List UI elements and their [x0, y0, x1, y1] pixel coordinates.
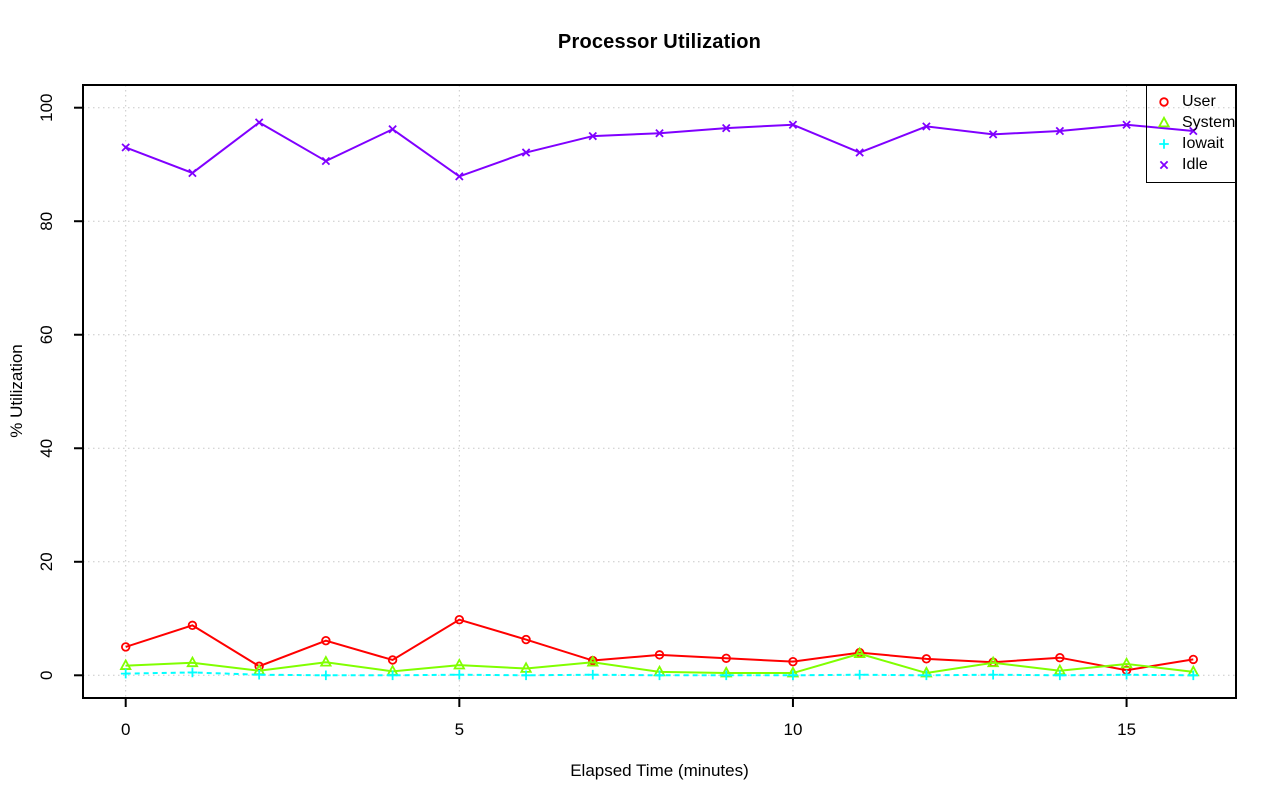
marker-x: [655, 129, 664, 138]
marker-plus: [587, 669, 598, 680]
y-tick-label: 80: [37, 212, 56, 231]
marker-open-circle: [121, 642, 131, 652]
open-circle-icon: [1159, 96, 1169, 107]
y-tick-label: 100: [37, 94, 56, 122]
marker-plus: [854, 669, 865, 680]
marker-plus: [1121, 669, 1132, 680]
x-tick-label: 10: [783, 720, 802, 739]
marker-x: [855, 148, 864, 157]
legend-item-iowait: Iowait: [1155, 133, 1236, 154]
marker-open-triangle: [186, 655, 199, 668]
legend-item-user: User: [1155, 91, 1236, 112]
marker-open-circle: [187, 620, 198, 631]
marker-plus: [387, 670, 398, 681]
marker-x: [188, 168, 197, 178]
marker-open-circle: [921, 654, 932, 664]
marker-open-triangle: [853, 646, 866, 659]
y-tick-label: 60: [37, 325, 56, 344]
x-tick-label: 15: [1117, 720, 1136, 739]
marker-open-triangle: [1120, 656, 1133, 669]
marker-open-circle: [721, 653, 731, 663]
marker-plus: [1055, 670, 1065, 681]
marker-x: [1122, 120, 1131, 129]
legend-label: Idle: [1182, 155, 1208, 173]
legend: User System Iowait Idle: [1146, 85, 1237, 183]
marker-x: [922, 122, 931, 131]
marker-plus: [988, 669, 998, 680]
legend-label: User: [1182, 92, 1216, 110]
marker-plus: [921, 670, 932, 681]
x-axis-label: Elapsed Time (minutes): [570, 761, 749, 780]
marker-x: [1055, 126, 1065, 136]
marker-plus: [254, 669, 264, 680]
marker-plus: [788, 670, 798, 681]
series-line-idle: [125, 121, 1194, 178]
marker-open-circle: [788, 656, 798, 667]
legend-label: Iowait: [1182, 134, 1224, 152]
marker-x: [788, 120, 798, 129]
y-tick-label: 20: [37, 552, 56, 571]
marker-plus: [321, 670, 331, 681]
marker-open-triangle: [319, 655, 333, 667]
marker-x: [321, 156, 331, 166]
marker-plus: [654, 670, 665, 681]
marker-open-circle: [454, 614, 465, 625]
marker-x: [588, 131, 598, 141]
marker-x: [988, 130, 998, 139]
plot-border: [82, 84, 1237, 699]
marker-plus: [187, 667, 198, 678]
marker-open-circle: [387, 655, 398, 665]
marker-open-triangle: [586, 655, 599, 667]
marker-open-triangle: [986, 655, 1000, 668]
legend-item-system: System: [1155, 112, 1236, 133]
marker-x: [1189, 126, 1198, 136]
marker-plus: [721, 670, 732, 681]
marker-open-circle: [1188, 654, 1198, 665]
marker-x: [388, 125, 397, 134]
legend-item-idle: Idle: [1155, 154, 1236, 175]
marker-plus: [1188, 670, 1199, 681]
chart-title: Processor Utilization: [557, 31, 762, 53]
legend-label: System: [1182, 113, 1236, 131]
x-tick-label: 5: [455, 720, 464, 739]
marker-x: [121, 143, 130, 152]
marker-x: [521, 148, 531, 157]
y-axis-label: % Utilization: [7, 344, 26, 438]
x-icon: [1159, 160, 1169, 169]
marker-open-triangle: [453, 658, 466, 670]
plus-icon: [1159, 138, 1169, 149]
marker-open-circle: [321, 635, 331, 646]
open-triangle-icon: [1157, 115, 1171, 127]
y-tick-label: 40: [37, 439, 56, 458]
marker-plus: [454, 669, 465, 680]
marker-open-circle: [654, 650, 665, 660]
marker-x: [254, 118, 264, 127]
marker-x: [721, 123, 731, 133]
marker-x: [455, 172, 464, 181]
series-line-user: [125, 618, 1194, 672]
marker-open-circle: [521, 634, 531, 645]
x-tick-label: 0: [121, 720, 130, 739]
y-tick-label: 0: [37, 671, 56, 680]
marker-open-circle: [1055, 653, 1065, 663]
marker-plus: [120, 668, 131, 679]
marker-plus: [521, 670, 531, 681]
